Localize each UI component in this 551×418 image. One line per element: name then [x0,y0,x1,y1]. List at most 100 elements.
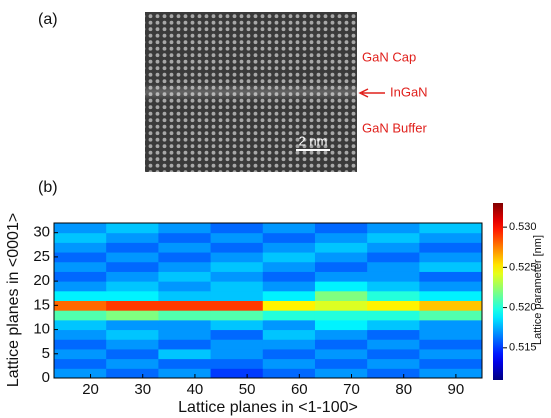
heatmap-cell [54,339,107,350]
heatmap-cell [367,300,420,311]
heatmap-cell [419,358,483,369]
heatmap-cell [158,368,212,379]
scale-bar-label: 2 nm [299,133,328,148]
heatmap-cell [210,223,264,234]
heatmap-cell [158,348,212,360]
x-tick-label: 80 [395,381,412,398]
heatmap-cell [314,281,368,292]
heatmap-cell [367,232,420,243]
heatmap-cell [262,261,316,272]
heatmap-cell [54,310,107,321]
heatmap-cell [158,329,212,340]
heatmap-cell [54,252,107,263]
heatmap-cell [106,329,159,340]
heatmap-cell [367,358,420,369]
heatmap-cell [262,300,316,311]
heatmap-cell [158,252,212,263]
heatmap-cell [419,339,483,350]
heatmap-cell [158,281,212,292]
heatmap-cell [158,339,212,350]
x-tick-label: 50 [239,381,256,398]
heatmap-cell [262,223,316,234]
heatmap-cell [419,271,483,282]
heatmap-cell [106,252,159,263]
heatmap-cell [367,261,420,272]
heatmap-cell [54,281,107,292]
heatmap-cell [314,223,368,234]
heatmap-cell [262,329,316,340]
heatmap-cell [54,223,107,234]
y-tick-label: 30 [33,224,50,241]
heatmap-cell [54,368,107,379]
y-tick-label: 25 [33,248,50,265]
heatmap-cell [106,300,159,311]
x-tick-label: 60 [291,381,308,398]
x-tick-label: 30 [134,381,151,398]
heatmap-cell [262,348,316,360]
heatmap-cell [314,358,368,369]
heatmap-cell [106,310,159,321]
heatmap-cell [106,261,159,272]
heatmap-cell [262,232,316,243]
heatmap-cell [314,290,368,301]
heatmap-cell [314,339,368,350]
colorbar-tick-label: 0.530 [509,221,537,233]
heatmap-cell [314,300,368,311]
heatmap-cell [314,319,368,331]
heatmap-cell [367,290,420,301]
x-tick-label: 40 [187,381,204,398]
heatmap-cell [367,310,420,321]
heatmap-cell [54,300,107,311]
heatmap-cell [314,329,368,340]
colorbar [493,203,503,380]
heatmap-cell [262,281,316,292]
heatmap-cell [210,300,264,311]
heatmap-cell [314,348,368,360]
heatmap-cell [106,319,159,331]
heatmap-cell [367,252,420,263]
heatmap-cell [106,290,159,301]
heatmap-cell [419,223,483,234]
heatmap-cell [54,358,107,369]
heatmap-cell [367,329,420,340]
heatmap-cell [419,261,483,272]
heatmap-cell [367,242,420,253]
heatmap-cell [54,232,107,243]
arrow [358,88,385,98]
heatmap-cell [106,339,159,350]
heatmap-cell [419,252,483,263]
y-axis-label: Lattice planes in <0001> [5,213,22,387]
heatmap-cell [54,290,107,301]
heatmap-cell [54,348,107,360]
heatmap-cell [262,319,316,331]
heatmap-cell [419,329,483,340]
heatmap-cell [314,252,368,263]
heatmap-cell [367,339,420,350]
heatmap-cell [367,368,420,379]
heatmap-cell [367,281,420,292]
layer-label: GaN Cap [362,49,416,64]
heatmap-cell [54,261,107,272]
heatmap-cell [158,358,212,369]
panel-label: (b) [38,179,58,196]
heatmap-cell [158,232,212,243]
heatmap-cell [262,252,316,263]
heatmap-cell [210,252,264,263]
heatmap-cell [210,358,264,369]
heatmap-cell [54,271,107,282]
heatmap-cell [419,242,483,253]
colorbar-tick-label: 0.520 [509,301,537,313]
heatmap-cell [106,348,159,360]
x-tick-label: 20 [82,381,99,398]
y-tick-label: 10 [33,321,50,338]
heatmap-cell [314,310,368,321]
heatmap-cell [210,232,264,243]
heatmap-cell [367,319,420,331]
heatmap-cell [106,358,159,369]
y-tick-label: 0 [42,369,50,386]
heatmap-cell [54,319,107,331]
heatmap-cell [210,319,264,331]
heatmap-cell [419,232,483,243]
heatmap-cell [314,271,368,282]
